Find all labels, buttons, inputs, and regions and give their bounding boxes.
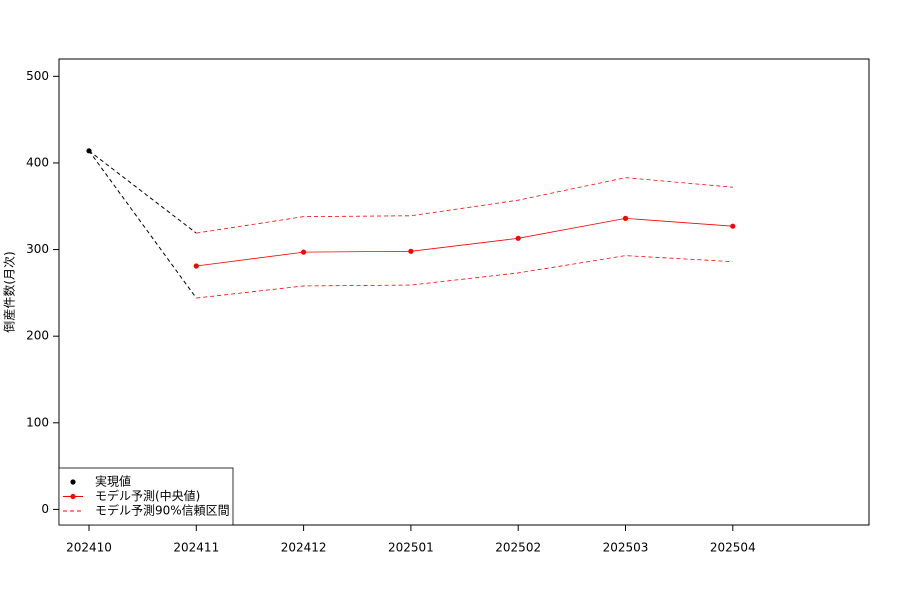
- x-tick-label: 202502: [495, 541, 541, 555]
- legend-label: 実現値: [95, 474, 131, 489]
- legend-symbol: [70, 479, 76, 485]
- plot-frame: [58, 58, 870, 526]
- data-point: [622, 215, 629, 221]
- y-tick-label: 200: [26, 329, 49, 343]
- y-tick-label: 300: [26, 242, 49, 256]
- series-line: [196, 177, 733, 234]
- y-tick-label: 0: [41, 502, 49, 516]
- data-point: [408, 248, 414, 254]
- legend-label: モデル予測(中央値): [95, 488, 200, 503]
- data-point: [193, 263, 199, 269]
- data-point: [86, 148, 92, 154]
- data-point: [515, 235, 521, 241]
- x-tick-label: 202412: [281, 541, 327, 555]
- connector-line: [88, 150, 197, 234]
- x-tick-label: 202504: [710, 541, 756, 555]
- x-tick-label: 202503: [603, 541, 649, 555]
- legend-box: [58, 467, 234, 526]
- y-axis-label: 倒産件数(月次): [2, 251, 17, 332]
- series-line: [196, 255, 733, 299]
- x-tick-label: 202410: [66, 541, 112, 555]
- data-point: [730, 223, 736, 229]
- x-tick-label: 202411: [173, 541, 219, 555]
- y-tick-label: 400: [26, 155, 49, 169]
- legend-symbol: [70, 493, 76, 500]
- connector-line: [88, 150, 197, 299]
- data-point: [301, 249, 307, 255]
- y-tick-label: 500: [26, 69, 49, 83]
- y-tick-label: 100: [26, 415, 49, 429]
- x-tick-label: 202501: [388, 541, 434, 555]
- legend-label: モデル予測90%信頼区間: [95, 503, 230, 518]
- series-line: [196, 217, 733, 267]
